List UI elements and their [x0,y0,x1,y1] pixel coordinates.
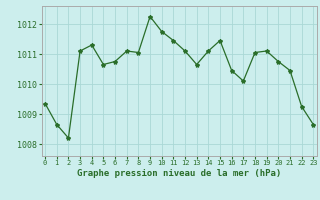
X-axis label: Graphe pression niveau de la mer (hPa): Graphe pression niveau de la mer (hPa) [77,169,281,178]
